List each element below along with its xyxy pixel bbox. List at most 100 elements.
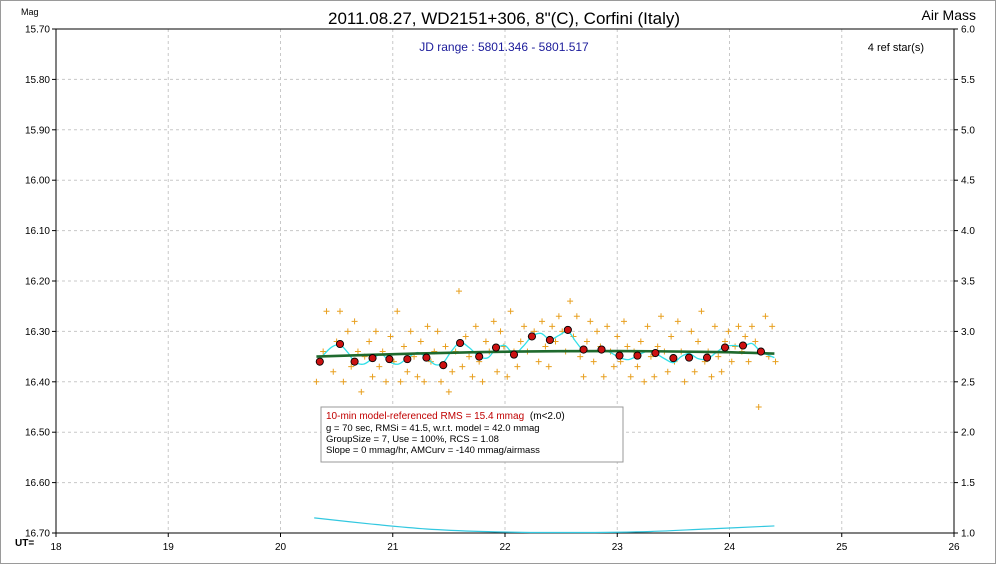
raw-point — [614, 333, 621, 340]
raw-point — [469, 373, 476, 380]
raw-point — [654, 343, 661, 350]
group-point — [456, 338, 465, 348]
raw-point — [414, 373, 421, 380]
raw-point — [400, 343, 407, 350]
raw-point — [567, 298, 574, 305]
ref-stars-label: 4 ref star(s) — [868, 42, 924, 54]
group-point — [368, 354, 377, 363]
raw-point — [323, 308, 330, 315]
raw-point — [573, 313, 580, 320]
x-axis-label: UT= — [15, 538, 34, 549]
raw-point — [369, 373, 376, 380]
raw-point — [708, 373, 715, 380]
stats-rms-line: 10-min model-referenced RMS = 15.4 mmag — [326, 411, 524, 422]
raw-point — [711, 323, 718, 330]
raw-point — [691, 368, 698, 375]
raw-point — [407, 328, 414, 335]
group-point — [615, 351, 624, 360]
raw-point — [383, 378, 390, 385]
raw-point — [445, 388, 452, 395]
raw-point — [424, 323, 431, 330]
group-point — [422, 353, 431, 362]
raw-point — [482, 338, 489, 345]
raw-point — [577, 353, 584, 360]
svg-text:10-min model-referenced RMS =: 10-min model-referenced RMS = 15.4 mmag … — [326, 411, 565, 422]
raw-point — [664, 368, 671, 375]
y-right-tick-label: 4.5 — [961, 176, 975, 187]
raw-point — [472, 323, 479, 330]
y-tick-label: 15.90 — [25, 125, 50, 136]
group-point — [669, 354, 678, 363]
group-point — [335, 339, 345, 349]
group-point — [651, 349, 660, 358]
raw-point — [735, 323, 742, 330]
raw-point — [366, 338, 373, 345]
group-point — [491, 343, 501, 352]
y-axis-ticks: 15.70 15.80 15.90 16.00 16.10 16.20 16.30 16.40… — [25, 25, 56, 540]
stats-slope-line: Slope = 0 mmag/hr, AMCurv = -140 mmag/ai… — [326, 445, 540, 456]
y-tick-label: 15.80 — [25, 75, 50, 86]
y-tick-label: 16.40 — [25, 377, 50, 388]
y-right-tick-label: 6.0 — [961, 25, 975, 36]
raw-point — [594, 328, 601, 335]
raw-point — [610, 363, 617, 370]
raw-point — [617, 358, 624, 365]
group-point — [685, 353, 694, 362]
raw-point — [745, 358, 752, 365]
raw-point — [624, 343, 631, 350]
y-right-tick-label: 3.5 — [961, 277, 975, 288]
raw-point — [394, 308, 401, 315]
group-point — [633, 351, 642, 360]
stats-rms-suffix: (m<2.0) — [530, 411, 565, 422]
raw-point — [644, 323, 651, 330]
raw-point — [344, 328, 351, 335]
raw-point — [358, 388, 365, 395]
raw-point — [459, 363, 466, 370]
y-tick-label: 16.20 — [25, 277, 50, 288]
raw-point — [336, 308, 343, 315]
fit-curve-layer — [319, 330, 775, 366]
group-point — [597, 345, 606, 354]
group-point — [545, 335, 554, 345]
group-point — [385, 355, 394, 364]
raw-point — [372, 328, 379, 335]
raw-point — [507, 308, 514, 315]
raw-point — [755, 404, 762, 410]
fit-curve — [319, 330, 775, 366]
raw-points-layer — [313, 288, 779, 410]
x-axis-ticks: 18 19 20 21 22 23 24 25 26 — [50, 533, 960, 553]
y-axis-label-left: Mag — [21, 7, 39, 17]
raw-point — [387, 333, 394, 340]
x-tick-label: 21 — [387, 542, 399, 553]
raw-point — [466, 353, 473, 360]
raw-point — [442, 343, 449, 350]
raw-point — [514, 363, 521, 370]
stats-annotation-box: 10-min model-referenced RMS = 15.4 mmag … — [320, 406, 624, 463]
x-tick-label: 20 — [275, 542, 287, 553]
stats-g-line: g = 70 sec, RMSi = 41.5, w.r.t. model = … — [326, 423, 540, 434]
raw-point — [330, 368, 337, 375]
x-tick-label: 19 — [163, 542, 175, 553]
raw-point — [620, 318, 627, 325]
raw-point — [449, 368, 456, 375]
raw-point — [698, 308, 705, 315]
airmass-curve-layer — [314, 517, 775, 534]
y-tick-label: 16.10 — [25, 226, 50, 237]
raw-point — [718, 368, 725, 375]
raw-point — [434, 328, 441, 335]
y-right-tick-label: 5.5 — [961, 75, 975, 86]
raw-point — [521, 323, 528, 330]
x-tick-label: 26 — [948, 542, 960, 553]
raw-point — [590, 358, 597, 365]
y-axis-right-ticks: 6.0 5.5 5.0 4.5 4.0 3.5 3.0 2.5 2.0 1.5 1.0 — [954, 25, 975, 540]
raw-point — [549, 323, 556, 330]
raw-point — [583, 338, 590, 345]
raw-point — [354, 348, 361, 355]
raw-point — [504, 373, 511, 380]
model-trend-line — [316, 349, 775, 358]
raw-point — [542, 343, 549, 350]
raw-point — [762, 313, 769, 320]
y-right-tick-label: 4.0 — [961, 226, 975, 237]
group-point — [403, 355, 412, 364]
